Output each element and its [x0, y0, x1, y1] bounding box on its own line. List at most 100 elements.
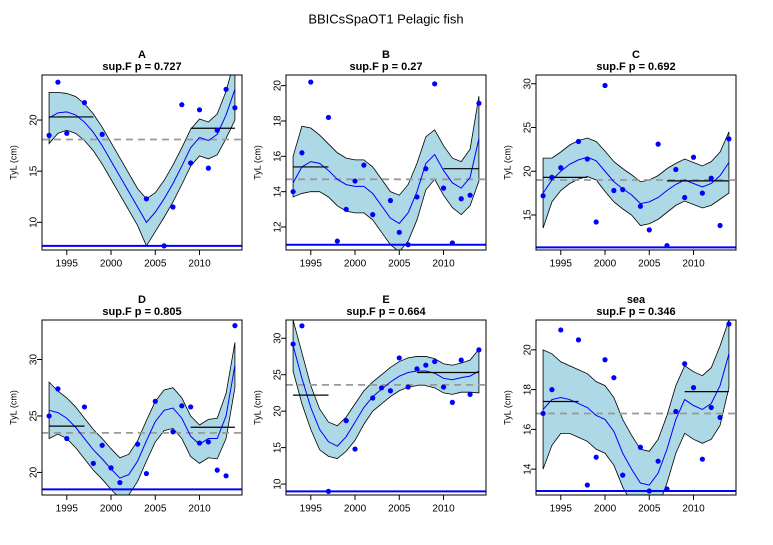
x-tick-label: 2000 [100, 504, 123, 515]
data-point [602, 82, 608, 89]
data-point [223, 473, 229, 479]
y-axis-label: TyL (cm) [8, 145, 18, 180]
data-point [682, 194, 688, 201]
data-point [540, 410, 546, 417]
panel-subtitle: sup.F p = 0.692 [596, 61, 675, 73]
data-point [55, 79, 61, 85]
data-point [308, 79, 314, 85]
y-tick-label: 16 [523, 423, 534, 435]
data-point [205, 165, 211, 171]
data-point [55, 386, 61, 392]
data-point [717, 414, 723, 421]
panel [286, 320, 486, 494]
x-tick-label: 2005 [388, 504, 411, 515]
panel-subtitle: sup.F p = 0.727 [102, 61, 181, 73]
x-tick-label: 1995 [300, 504, 323, 515]
data-point [64, 130, 70, 136]
panel-subtitle: sup.F p = 0.805 [102, 306, 181, 318]
y-axis-label: TyL (cm) [502, 145, 512, 180]
data-point [387, 388, 394, 394]
data-point [664, 486, 670, 492]
x-tick-label: 2010 [188, 504, 211, 515]
panel-title: C [632, 49, 640, 61]
confidence-band [48, 75, 236, 247]
x-tick-label: 2010 [432, 259, 455, 270]
confidence-band [292, 96, 480, 250]
y-tick-label: 30 [523, 78, 534, 90]
data-point [655, 141, 661, 147]
x-tick-label: 2010 [682, 259, 705, 270]
figure-title: BBICsSpaOT1 Pelagic fish [308, 11, 463, 26]
data-point [467, 391, 473, 397]
y-tick-label: 30 [29, 354, 40, 366]
y-tick-label: 20 [273, 405, 284, 417]
data-point [299, 150, 305, 156]
panel [286, 79, 486, 250]
data-point [458, 196, 464, 202]
data-point [134, 441, 141, 447]
data-point [602, 357, 608, 363]
data-point [558, 327, 564, 333]
x-tick-label: 1995 [56, 504, 79, 515]
data-point [673, 166, 679, 173]
x-tick-label: 2005 [638, 504, 661, 515]
data-point [611, 375, 617, 381]
data-point [170, 204, 176, 210]
data-point [361, 162, 367, 168]
y-tick-label: 30 [273, 332, 284, 344]
data-point [717, 222, 723, 229]
x-tick-label: 1995 [300, 259, 323, 270]
data-point [637, 444, 644, 450]
data-point [655, 458, 661, 464]
data-point [611, 187, 617, 194]
data-point [334, 238, 340, 244]
x-tick-label: 2000 [344, 504, 367, 515]
data-point [682, 361, 688, 367]
panel-title: A [138, 49, 146, 61]
data-point [646, 227, 652, 233]
x-tick-label: 2010 [432, 504, 455, 515]
y-tick-label: 25 [523, 122, 534, 134]
y-tick-label: 10 [29, 216, 40, 228]
x-tick-label: 2005 [388, 259, 411, 270]
x-tick-label: 1995 [550, 259, 573, 270]
data-point [232, 323, 238, 329]
data-point [290, 189, 296, 195]
y-tick-label: 15 [523, 209, 534, 221]
data-point [405, 242, 411, 248]
data-point [396, 355, 402, 361]
data-point [575, 138, 582, 145]
plot-frame [41, 319, 243, 496]
panel-subtitle: sup.F p = 0.664 [346, 306, 426, 318]
data-point [196, 107, 203, 113]
plot-frame [285, 319, 487, 496]
x-tick-label: 2000 [100, 259, 123, 270]
y-axis-label: TyL (cm) [252, 390, 262, 425]
data-point [343, 418, 349, 424]
y-tick-label: 25 [29, 410, 40, 422]
data-point [343, 206, 349, 212]
data-point [673, 408, 679, 415]
data-point [440, 185, 447, 191]
confidence-band [48, 342, 236, 495]
data-point [690, 385, 697, 391]
x-tick-label: 2005 [638, 259, 661, 270]
data-point [188, 404, 194, 410]
panel-title: sea [627, 294, 646, 306]
data-point [179, 403, 185, 409]
y-tick-label: 18 [523, 384, 534, 396]
data-point [90, 460, 96, 466]
data-point [396, 229, 402, 235]
data-point [325, 114, 332, 121]
confidence-band [542, 320, 730, 495]
data-point [440, 384, 447, 390]
data-point [214, 467, 220, 473]
data-point [620, 472, 626, 478]
data-point [549, 387, 555, 393]
y-tick-label: 25 [273, 369, 284, 381]
data-point [467, 192, 473, 198]
data-point [46, 413, 52, 419]
panel [536, 320, 736, 495]
data-point [423, 166, 429, 172]
plot-frame [285, 74, 487, 251]
